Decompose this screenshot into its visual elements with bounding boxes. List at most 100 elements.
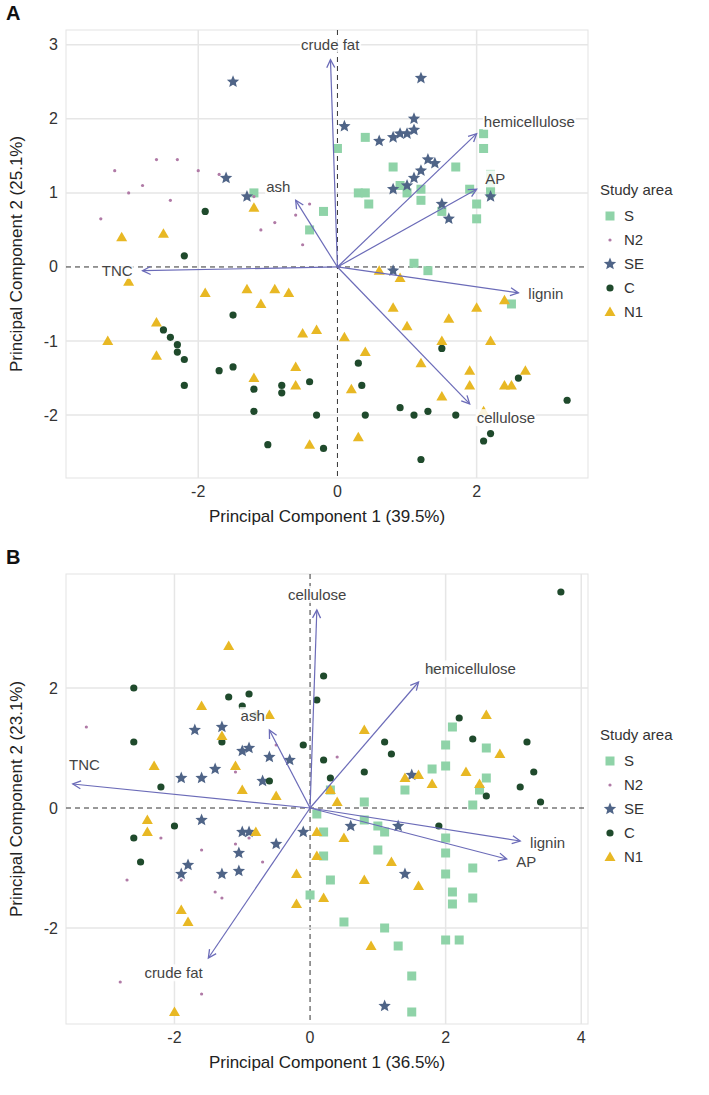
point bbox=[402, 321, 413, 331]
loading-arrow bbox=[269, 730, 310, 808]
point bbox=[361, 188, 370, 197]
point bbox=[373, 135, 385, 147]
point bbox=[313, 411, 320, 418]
point bbox=[245, 690, 252, 697]
series bbox=[130, 588, 564, 865]
point bbox=[381, 738, 388, 745]
grid-line bbox=[174, 574, 176, 1024]
point bbox=[441, 849, 450, 858]
tick-label: -2 bbox=[44, 920, 58, 937]
point bbox=[380, 828, 389, 837]
point bbox=[216, 731, 227, 741]
grid-line bbox=[445, 574, 447, 1024]
point bbox=[460, 767, 471, 777]
label-patch bbox=[143, 964, 204, 981]
point bbox=[479, 144, 488, 153]
legend-label: C bbox=[624, 824, 635, 841]
point bbox=[399, 868, 411, 880]
point bbox=[214, 890, 217, 893]
point bbox=[269, 284, 280, 294]
point bbox=[416, 196, 425, 205]
point bbox=[234, 770, 237, 773]
point bbox=[465, 185, 474, 194]
point bbox=[141, 184, 144, 187]
point bbox=[223, 641, 234, 651]
loading-arrow bbox=[296, 200, 338, 267]
axis-title: Principal Component 2 (25.1%) bbox=[7, 136, 26, 372]
point bbox=[472, 200, 481, 209]
loading-arrow bbox=[337, 267, 469, 404]
loading-arrow bbox=[310, 682, 418, 808]
loading-arrow bbox=[337, 134, 476, 267]
point bbox=[361, 133, 370, 142]
point bbox=[250, 408, 257, 415]
point bbox=[471, 302, 482, 312]
point bbox=[216, 367, 223, 374]
point bbox=[157, 783, 164, 790]
grid-line bbox=[66, 687, 588, 689]
point bbox=[482, 744, 491, 753]
point bbox=[233, 847, 245, 859]
axis-title: Principal Component 2 (23.1%) bbox=[7, 681, 26, 917]
point bbox=[311, 324, 322, 334]
tick-label: 0 bbox=[333, 483, 342, 500]
loading-arrow bbox=[337, 267, 518, 293]
point bbox=[130, 834, 137, 841]
legend-swatch bbox=[606, 757, 615, 766]
point bbox=[181, 356, 188, 363]
point bbox=[452, 411, 459, 418]
figure: -202-2-10123Principal Component 1 (39.5%… bbox=[0, 0, 709, 1095]
point bbox=[410, 411, 417, 418]
point bbox=[248, 373, 259, 383]
point bbox=[326, 876, 335, 885]
point bbox=[346, 384, 357, 394]
point bbox=[448, 888, 457, 897]
loading-arrow bbox=[310, 808, 520, 841]
point bbox=[319, 207, 328, 216]
label-patch bbox=[476, 409, 536, 426]
label-patch bbox=[483, 113, 576, 130]
loading-label: lignin bbox=[530, 834, 565, 851]
point bbox=[483, 792, 490, 799]
point bbox=[441, 834, 450, 843]
legend-swatch bbox=[605, 852, 616, 862]
tick-label: -2 bbox=[167, 1029, 181, 1046]
label-patch bbox=[484, 170, 506, 187]
grid-line bbox=[197, 30, 199, 478]
point bbox=[250, 386, 257, 393]
point bbox=[189, 724, 201, 736]
loading-label: TNC bbox=[102, 262, 133, 279]
point bbox=[308, 202, 311, 205]
grid-line bbox=[580, 574, 582, 1024]
axis-title: Principal Component 1 (36.5%) bbox=[209, 1053, 445, 1072]
point bbox=[250, 827, 261, 837]
legend-label: S bbox=[624, 752, 634, 769]
point bbox=[102, 336, 113, 346]
point bbox=[202, 208, 209, 215]
point bbox=[306, 891, 315, 900]
point bbox=[294, 214, 297, 217]
label-patch bbox=[240, 707, 266, 724]
point bbox=[169, 199, 172, 202]
tick-label: 0 bbox=[49, 258, 58, 275]
point bbox=[380, 924, 389, 933]
point bbox=[200, 848, 203, 851]
loading-labels: crude fathemicelluloseAPashTNClignincell… bbox=[101, 36, 576, 427]
point bbox=[438, 345, 445, 352]
point bbox=[301, 243, 304, 246]
point bbox=[142, 827, 153, 837]
legend-swatch bbox=[606, 212, 615, 221]
grid-line bbox=[66, 192, 588, 194]
point bbox=[388, 302, 399, 312]
point bbox=[487, 430, 494, 437]
point bbox=[116, 232, 127, 242]
point bbox=[537, 798, 544, 805]
loading-label: ash bbox=[241, 707, 265, 724]
point bbox=[151, 350, 162, 360]
point bbox=[248, 202, 259, 212]
legend-swatch bbox=[606, 829, 613, 836]
point bbox=[195, 772, 207, 784]
point bbox=[436, 198, 448, 210]
point bbox=[413, 881, 424, 891]
point bbox=[297, 328, 308, 338]
